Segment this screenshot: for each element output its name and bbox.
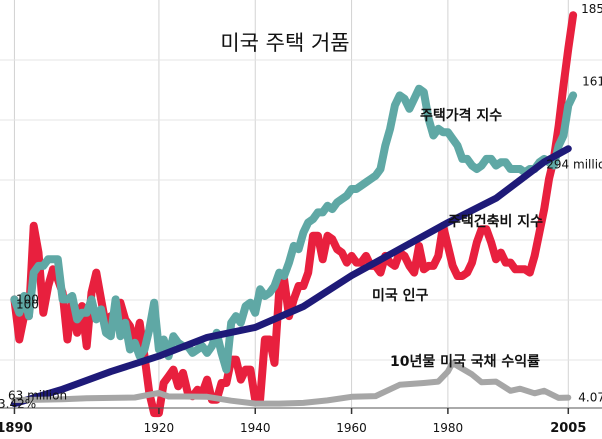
x-tick-label-0: 1890 xyxy=(0,421,33,436)
x-tick-label-2: 1940 xyxy=(240,421,271,435)
series-start-label-0: 100 xyxy=(16,297,39,311)
series-start-label-1: 100 xyxy=(16,292,39,306)
series-name-label-0: 주택가격 지수 xyxy=(420,107,502,124)
series-layer xyxy=(10,11,578,418)
series-name-label-3: 10년물 미국 국채 수익률 xyxy=(390,353,540,370)
series-end-label-2: 294 million xyxy=(546,158,602,172)
x-tick-label-5: 2005 xyxy=(550,421,586,436)
x-tick-label-1: 1920 xyxy=(144,421,175,435)
series-start-label-2: 63 million xyxy=(8,389,67,403)
series-start-label-3: 3.42% xyxy=(0,397,36,411)
x-tick-label-3: 1960 xyxy=(336,421,367,435)
series-end-label-3: 4.07% xyxy=(578,391,602,405)
x-axis: 1890 1920 1940 1960 1980 2005 xyxy=(0,407,602,436)
series-line-1 xyxy=(10,84,578,374)
series-name-label-1: 주택건축비 지수 xyxy=(448,213,543,230)
series-name-label-2: 미국 인구 xyxy=(372,287,429,304)
series-end-label-1: 161 xyxy=(582,74,602,88)
series-end-label-0: 185 xyxy=(581,2,602,16)
series-line-2 xyxy=(10,145,572,408)
labels-layer: 100 185 주택가격 지수 100 161 주택건축비 지수 63 million 294… xyxy=(0,2,602,411)
x-tick-label-4: 1980 xyxy=(433,421,464,435)
series-line-3 xyxy=(11,359,572,407)
chart-title: 미국 주택 거품 xyxy=(220,31,349,55)
